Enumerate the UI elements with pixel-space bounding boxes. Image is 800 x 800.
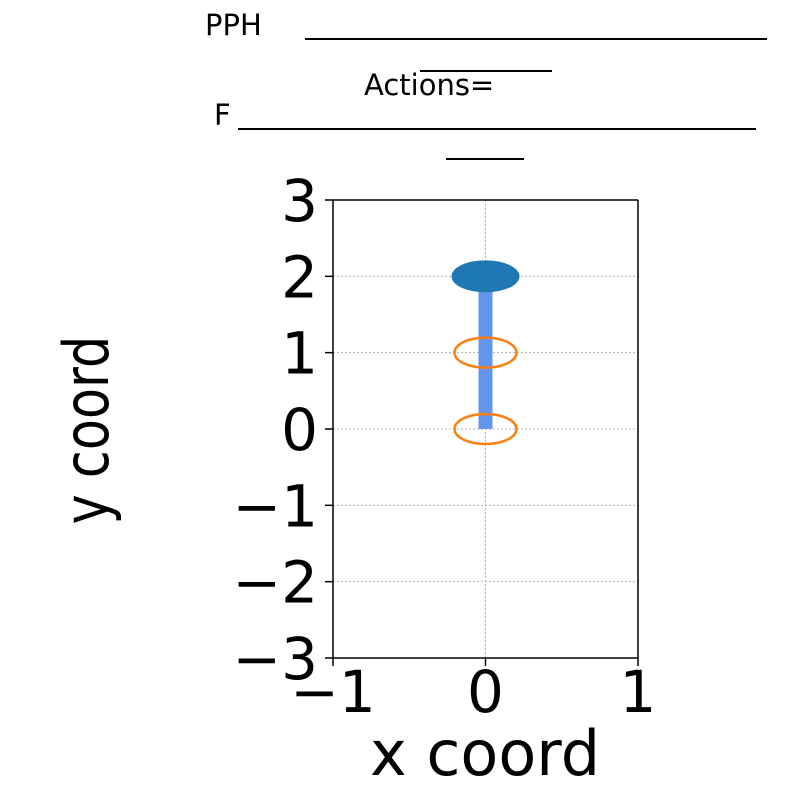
x-tick-label: 0 (467, 658, 504, 726)
title-line-2: Actions= (364, 68, 495, 102)
x-axis-label: x coord (370, 717, 600, 790)
title-line-1: PPH (205, 8, 262, 42)
y-tick-label: −2 (233, 549, 319, 617)
waypoint-marker (453, 336, 518, 369)
title-underline-3 (238, 128, 756, 130)
x-tick-label: 1 (620, 658, 657, 726)
agent-marker (451, 260, 520, 293)
y-tick-label: 0 (281, 396, 318, 464)
y-tick-label: −1 (233, 472, 319, 540)
title-line-3: F (214, 98, 231, 132)
title-underline-1 (305, 38, 767, 40)
title-underline-4 (446, 158, 524, 160)
y-tick-label: −3 (233, 625, 319, 693)
y-tick-label: 3 (281, 167, 318, 235)
x-tick-label: −1 (290, 658, 376, 726)
waypoint-marker (453, 412, 518, 446)
y-tick-label: 2 (281, 243, 318, 311)
y-axis-label: y coord (51, 336, 123, 525)
y-tick-label: 1 (281, 320, 318, 388)
title-overline-2 (420, 70, 552, 72)
